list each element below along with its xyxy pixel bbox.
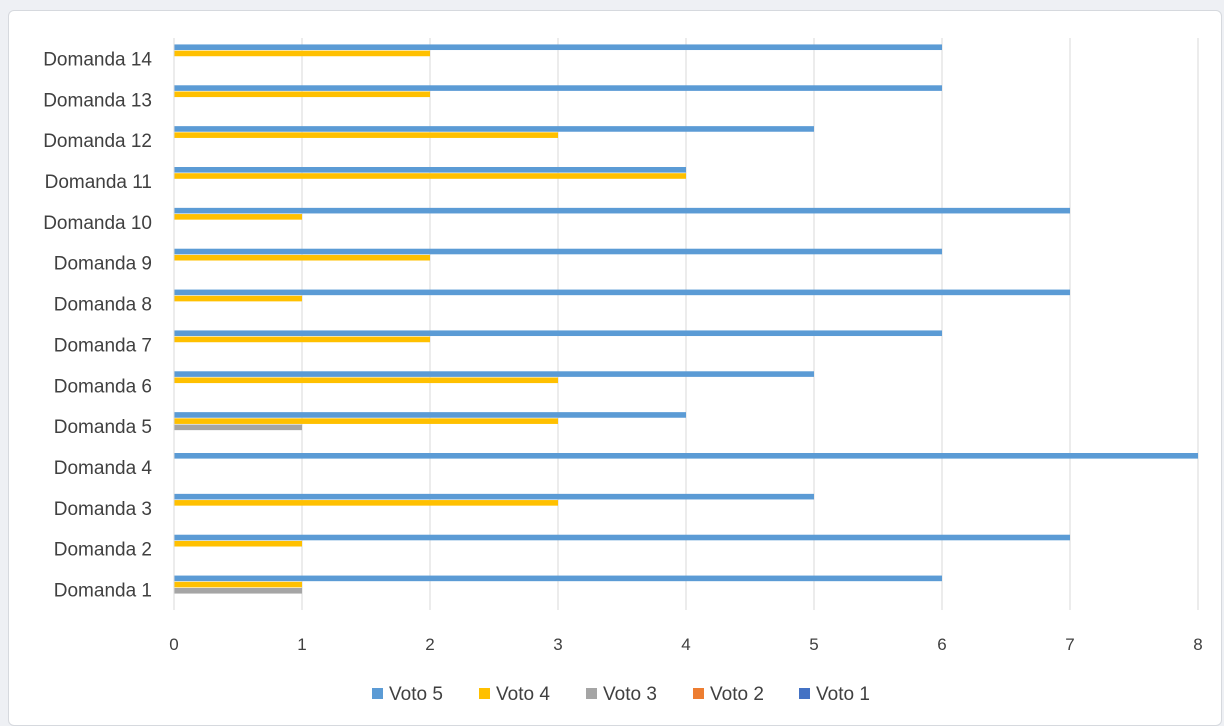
category-label: Domanda 1 [54,581,152,602]
legend-swatch-voto-3 [586,688,597,699]
category-label: Domanda 5 [54,417,152,438]
x-tick-label: 6 [937,635,946,654]
bar-voto-4-domanda-14 [174,50,430,57]
x-tick-label: 7 [1065,635,1074,654]
bar-voto-3-domanda-1 [174,587,302,594]
bar-voto-5-domanda-1 [174,575,942,582]
bar-voto-4-domanda-13 [174,91,430,98]
bar-voto-5-domanda-13 [174,85,942,91]
x-tick-label: 3 [553,635,562,654]
bar-voto-4-domanda-7 [174,336,430,343]
category-label: Domanda 3 [54,499,152,520]
category-label: Domanda 6 [54,376,152,397]
bar-voto-5-domanda-4 [174,453,1198,459]
x-tick-label: 8 [1193,635,1202,654]
bar-voto-5-domanda-10 [174,207,1070,214]
category-label: Domanda 11 [45,172,152,193]
bar-voto-4-domanda-1 [174,581,302,588]
bar-voto-5-domanda-9 [174,248,942,255]
bar-voto-5-domanda-6 [174,371,814,377]
x-tick-label: 2 [425,635,434,654]
bar-voto-3-domanda-5 [174,424,302,431]
category-labels: Domanda 1 Domanda 2 Domanda 3 Domanda 4 Doma… [43,49,152,601]
bar-voto-5-domanda-3 [174,493,814,500]
bar-voto-5-domanda-8 [174,289,1070,296]
legend-swatch-voto-4 [479,688,490,699]
category-label: Domanda 14 [43,49,152,70]
bar-voto-4-domanda-6 [174,377,558,384]
bar-voto-4-domanda-10 [174,214,302,220]
legend-label-voto-4: Voto 4 [496,684,550,705]
category-label: Domanda 7 [54,335,152,356]
bar-voto-5-domanda-7 [174,330,942,337]
bar-voto-5-domanda-11 [174,167,686,173]
legend-swatch-voto-5 [372,688,383,699]
legend-swatch-voto-1 [799,688,810,699]
legend-label-voto-3: Voto 3 [603,684,657,705]
legend-label-voto-1: Voto 1 [816,684,870,705]
legend-swatch-voto-2 [693,688,704,699]
bar-voto-5-domanda-14 [174,44,942,51]
category-label: Domanda 12 [43,131,152,152]
x-tick-label: 0 [169,635,178,654]
category-label: Domanda 10 [43,213,152,234]
bar-voto-5-domanda-2 [174,534,1070,541]
category-label: Domanda 8 [54,295,152,316]
bars [174,44,1198,594]
gridlines [173,38,1199,610]
legend: Voto 5 Voto 4 Voto 3 Voto 2 Voto 1 [372,684,870,705]
bar-voto-4-domanda-11 [174,173,686,179]
bar-voto-4-domanda-8 [174,295,302,302]
legend-label-voto-5: Voto 5 [389,684,443,705]
bar-voto-4-domanda-12 [174,132,558,138]
bar-voto-4-domanda-3 [174,500,558,506]
x-tick-label: 5 [809,635,818,654]
category-label: Domanda 2 [54,540,152,561]
bar-voto-4-domanda-2 [174,540,302,547]
category-label: Domanda 13 [43,90,152,111]
category-label: Domanda 4 [54,458,153,479]
bar-voto-4-domanda-5 [174,418,558,424]
x-tick-labels: 0 1 2 3 4 5 6 7 8 [169,635,1202,654]
legend-label-voto-2: Voto 2 [710,684,764,705]
x-tick-label: 4 [681,635,690,654]
x-tick-label: 1 [297,635,306,654]
category-label: Domanda 9 [54,254,152,275]
bar-voto-4-domanda-9 [174,254,430,261]
bar-voto-5-domanda-5 [174,412,686,418]
bar-voto-5-domanda-12 [174,126,814,132]
